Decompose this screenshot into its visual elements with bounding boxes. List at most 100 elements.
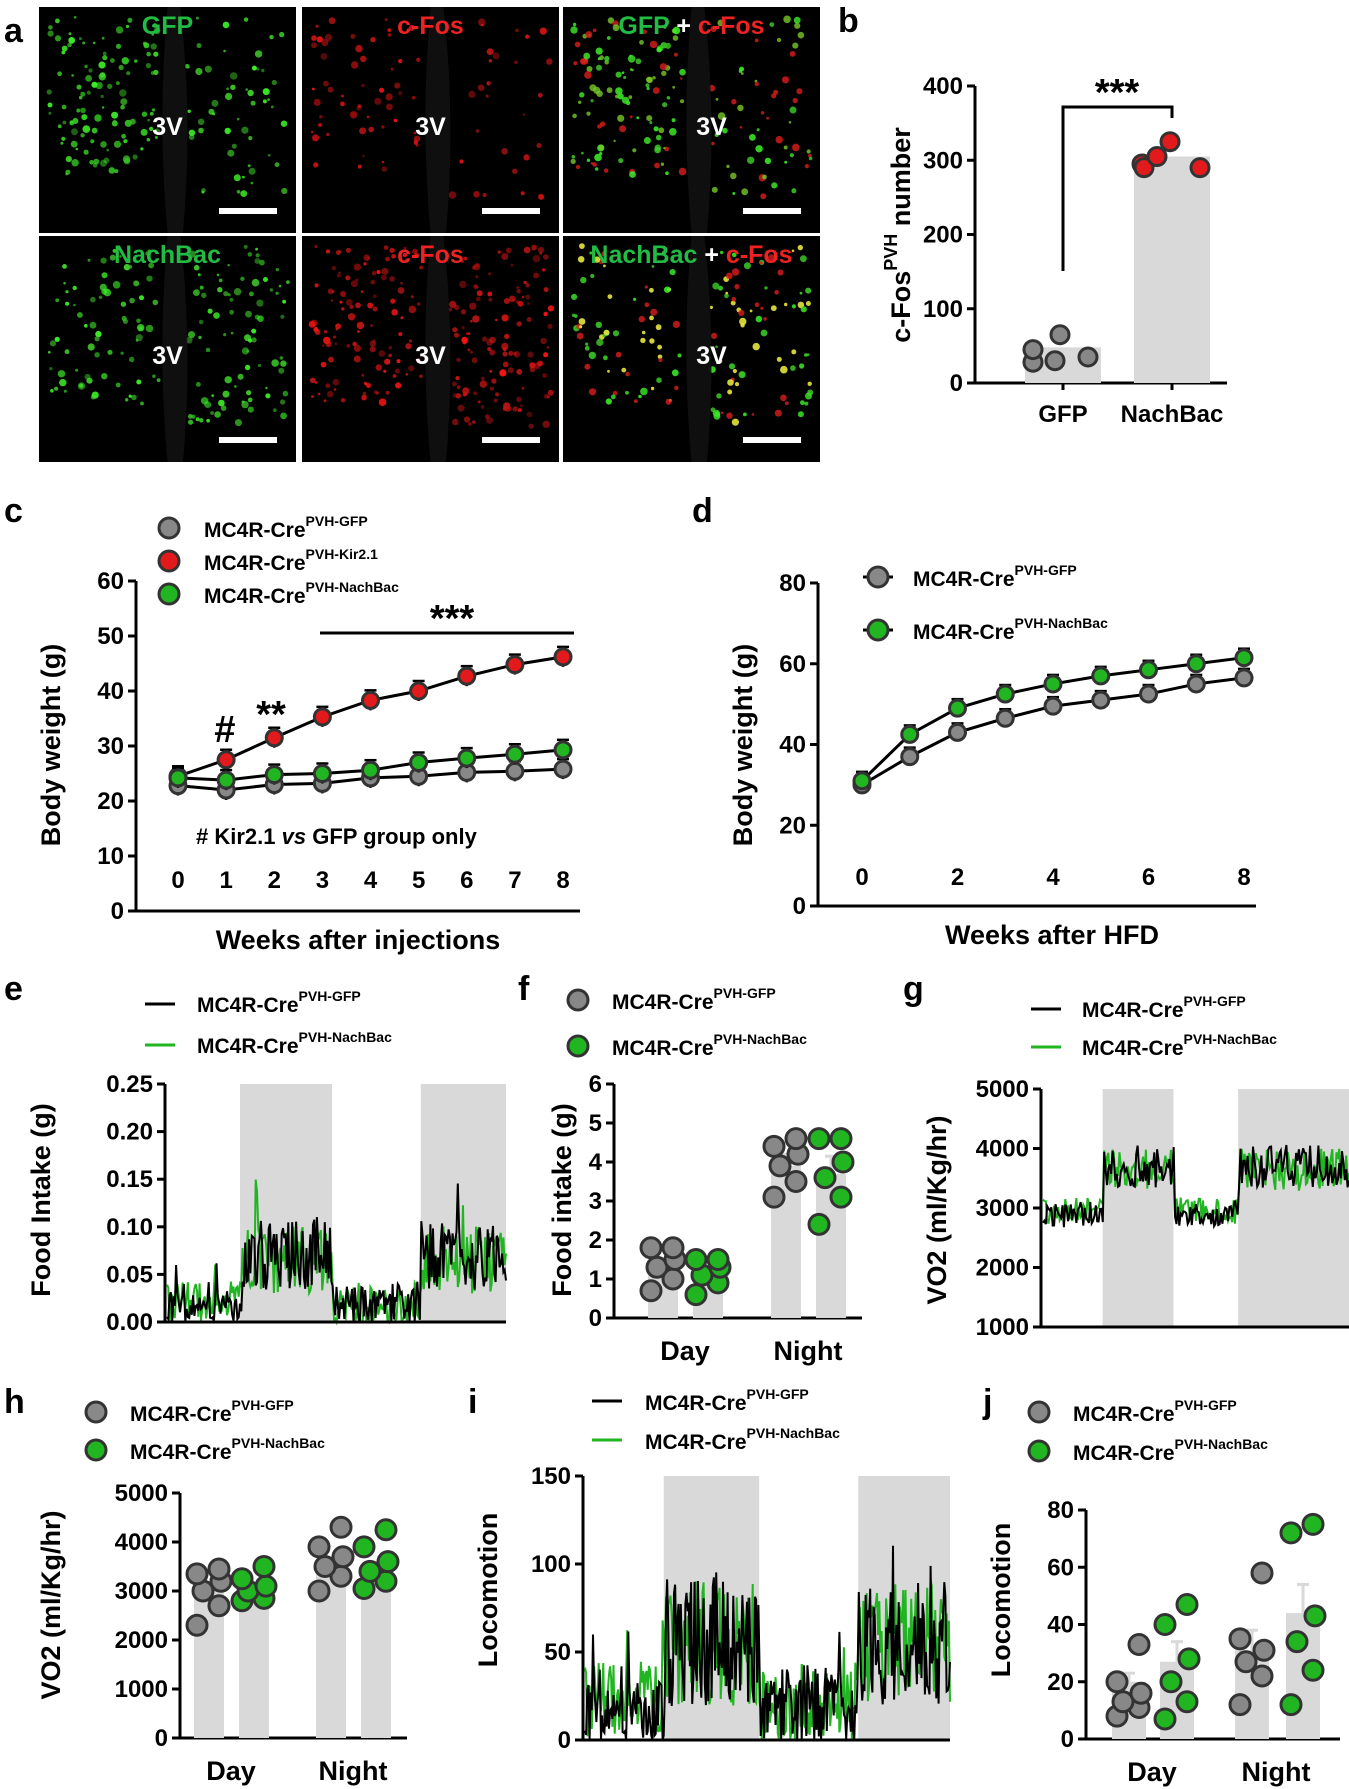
micrograph-cell [731,252,737,258]
micrograph-cell [680,77,683,80]
micrograph-cell [153,27,161,35]
micrograph-cell [65,290,69,294]
micrograph-cell [672,320,681,328]
micrograph-cell [499,369,507,377]
micrograph-cell [351,61,359,69]
micrograph-cell [338,271,341,274]
micrograph-cell [679,68,686,76]
micrograph-cell [222,21,230,29]
micrograph-cell [341,94,344,98]
micrograph-cell [107,83,113,89]
micrograph-cell [797,31,805,39]
g-y-label: VO2 (ml/Kg/hr) [922,1115,952,1304]
micrograph-title-part: NachBac [590,241,697,269]
micrograph-cell [649,121,653,124]
micrograph-cell [791,304,797,309]
micrograph-cell [754,79,758,83]
f-y-tick-label: 5 [589,1110,602,1137]
micrograph-cell [543,393,549,399]
micrograph-title-part: + [669,12,698,40]
micrograph-cell [141,111,148,117]
micrograph-cell [320,361,327,368]
micrograph-title-part: c-Fos [397,12,464,40]
micrograph-cell [394,368,400,374]
micrograph-cell [63,389,67,393]
micrograph-cell [370,279,376,285]
g-legend-label: MC4R-CrePVH-NachBac [1082,1031,1277,1060]
micrograph-cell [359,127,367,135]
micrograph-cell [193,264,200,271]
micrograph-cell [760,193,767,200]
micrograph-cell [473,263,481,271]
micrograph-cell [537,92,543,98]
f-data-point [684,1283,708,1307]
b-y-tick-label: 100 [923,296,963,323]
micrograph-cell [529,362,536,369]
micrograph-cell [749,309,753,313]
micrograph-cell [229,309,235,315]
micrograph-cell [461,326,465,330]
panel-label-b: b [838,2,859,40]
micrograph-cell [73,303,76,307]
micrograph-cell [804,401,809,406]
micrograph-cell [147,118,151,122]
h-data-point [207,1557,231,1581]
micrograph-cell [118,64,124,71]
c-data-point [457,748,477,768]
micrograph-title: GFP + c-Fos [618,12,764,40]
micrograph-cell [123,139,128,144]
micrograph-cell [654,146,661,154]
micrograph-tile: GFP 3V [39,7,296,233]
micrograph-cell [271,359,279,367]
f-x-tick-label: Night [774,1336,843,1366]
micrograph-cell [412,96,416,100]
micrograph-cell [188,250,196,258]
micrograph-cell [528,423,534,429]
c-y-tick-label: 30 [97,733,124,760]
micrograph-cell [408,339,413,343]
micrograph-cell [312,134,320,142]
micrograph-cell [783,145,788,150]
panel-label-a: a [4,12,24,50]
micrograph-cell [332,378,340,386]
micrograph-cell [489,349,496,356]
micrograph-cell [486,81,491,86]
micrograph-cell [103,157,110,164]
micrograph-cell [404,258,409,263]
micrograph-cell [536,361,540,365]
micrograph-cell [64,349,70,355]
e-series-line [166,1183,507,1323]
micrograph-cell [236,190,241,194]
micrograph-cell [717,112,726,120]
g-dark-phase [1238,1089,1349,1327]
micrograph-cell [241,400,245,404]
micrograph-cell [193,289,200,296]
micrograph-cell [661,70,667,77]
micrograph-cell [714,132,719,137]
micrograph-cell [327,86,334,93]
micrograph-cell [776,356,782,362]
micrograph-cell [389,276,396,282]
micrograph-title: c-Fos [397,241,464,269]
micrograph-cell [370,324,373,327]
micrograph-cell [87,343,95,351]
micrograph-cell [81,114,88,121]
panel-label-c: c [4,492,23,530]
micrograph-cell [475,129,480,133]
e-legend-label: MC4R-CrePVH-GFP [197,988,361,1017]
micrograph-cell [364,381,368,386]
micrograph-cell [754,81,759,87]
micrograph-cell [743,412,747,417]
micrograph-cell [467,348,471,352]
micrograph-cell [672,35,679,41]
f-data-point [807,1127,831,1151]
micrograph-cell [808,156,813,161]
micrograph-cell [113,140,122,148]
micrograph-cell [592,28,597,33]
micrograph-cell [136,379,142,385]
micrograph-cell [640,337,646,344]
micrograph-cell [122,318,129,324]
micrograph-cell [642,29,647,34]
micrograph-cell [573,61,578,66]
g-y-tick-label: 1000 [976,1314,1029,1341]
